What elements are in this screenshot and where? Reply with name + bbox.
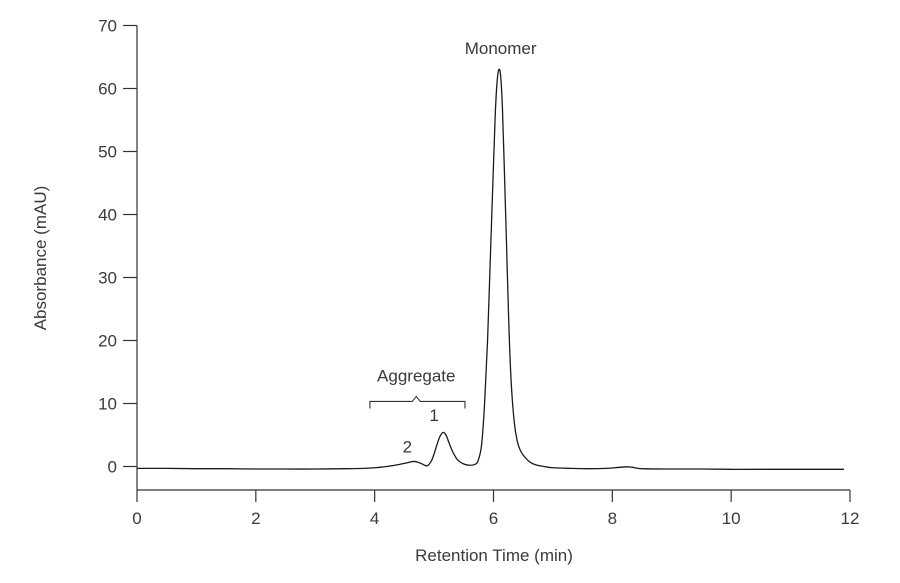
x-axis-title: Retention Time (min) xyxy=(415,546,573,565)
y-tick-label: 40 xyxy=(98,206,117,225)
y-tick-label: 10 xyxy=(98,395,117,414)
x-tick-label: 10 xyxy=(722,509,741,528)
y-tick-label: 50 xyxy=(98,143,117,162)
y-tick-label: 70 xyxy=(98,17,117,36)
chromatogram-trace xyxy=(136,68,845,471)
annotation-aggregate: Aggregate xyxy=(377,366,455,385)
annotations: Monomer 12 Aggregate xyxy=(369,39,537,457)
x-tick-label: 12 xyxy=(841,509,860,528)
y-axis-title: Absorbance (mAU) xyxy=(31,186,50,331)
y-tick-label: 60 xyxy=(98,80,117,99)
x-tick-label: 4 xyxy=(370,509,379,528)
aggregate-bracket xyxy=(369,395,466,409)
x-tick-label: 0 xyxy=(132,509,141,528)
annotation-monomer: Monomer xyxy=(465,39,537,58)
y-tick-label: 0 xyxy=(108,458,117,477)
x-tick-label: 8 xyxy=(608,509,617,528)
x-tick-label: 6 xyxy=(489,509,498,528)
x-tick-label: 2 xyxy=(251,509,260,528)
y-tick-label: 20 xyxy=(98,332,117,351)
annotation-2: 2 xyxy=(403,438,412,457)
y-tick-label: 30 xyxy=(98,269,117,288)
plot-area xyxy=(136,68,845,471)
annotation-1: 1 xyxy=(429,406,438,425)
